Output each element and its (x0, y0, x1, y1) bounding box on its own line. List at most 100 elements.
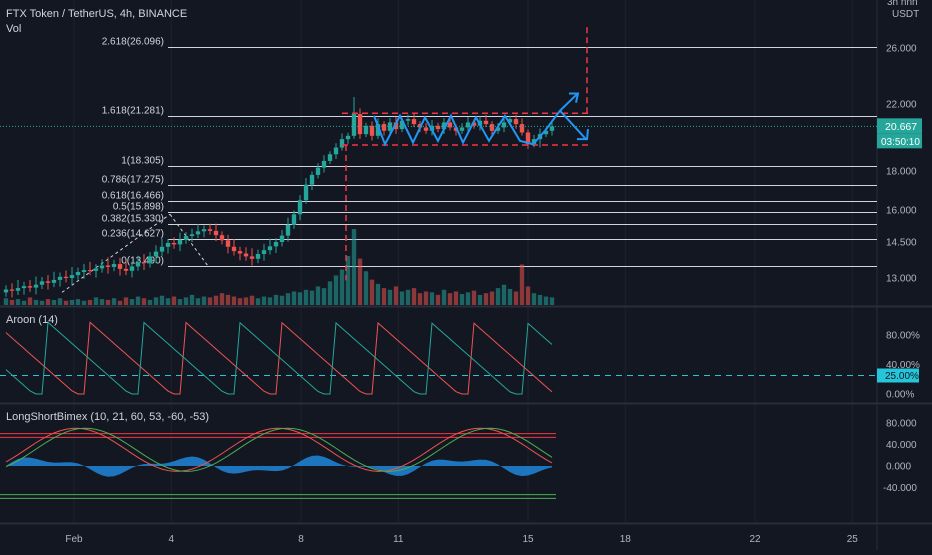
volume-bar (363, 271, 369, 305)
volume-bar (39, 300, 45, 305)
time-tick-label: Feb (65, 534, 83, 545)
fib-level-label: 0.618(16.466) (102, 191, 164, 202)
fib-level-label: 0(13.490) (121, 256, 164, 267)
candle-body (249, 256, 255, 259)
candle-body (459, 127, 465, 131)
aroon-legend[interactable]: Aroon (14) (6, 314, 58, 326)
zigzag-pattern (373, 93, 578, 147)
candle-body (333, 147, 339, 155)
symbol-title[interactable]: FTX Token / TetherUS, 4h, BINANCE (6, 8, 188, 20)
candle-body (75, 272, 81, 276)
candle-body (105, 265, 111, 267)
volume-bar (525, 286, 531, 305)
candle-body (309, 174, 315, 185)
price-tag-box (877, 118, 922, 134)
time-tick-label: 22 (749, 534, 761, 545)
volume-bar (441, 289, 447, 305)
current-price-label: 20.667 (885, 121, 917, 133)
volume-bar (291, 291, 297, 305)
lsb-red-line (5, 427, 553, 472)
volume-bar (285, 293, 291, 305)
candle-body (357, 114, 363, 135)
volume-bar (183, 297, 189, 305)
volume-bar (213, 295, 219, 305)
volume-bar (471, 290, 477, 305)
volume-bar (129, 299, 135, 305)
aroon-level-tag (877, 368, 919, 383)
time-tick-label: 11 (393, 534, 404, 545)
candle-body (3, 289, 9, 293)
countdown-box (877, 133, 922, 149)
candle-body (441, 122, 447, 130)
volume-bar (495, 288, 501, 305)
volume-bar (261, 296, 267, 305)
candle-body (303, 184, 309, 201)
price-tick-label: 18.000 (886, 167, 917, 178)
volume-bar (375, 283, 381, 305)
countdown-label: 03:50:10 (881, 137, 920, 148)
candle-body (501, 122, 507, 128)
volume-bar (303, 289, 309, 305)
price-tick-label: 14.500 (886, 238, 917, 249)
volume-bar (33, 299, 39, 305)
volume-bar (327, 281, 333, 305)
volume-bar (93, 297, 99, 305)
candle-body (57, 276, 63, 280)
fib-trend-line (169, 213, 209, 267)
lsb-legend[interactable]: LongShortBimex (10, 21, 60, 53, -60, -53… (6, 411, 210, 423)
pattern-drawings[interactable] (342, 25, 592, 281)
candle-body (369, 125, 375, 136)
arrow-up-head (569, 92, 580, 103)
volume-bar (519, 264, 525, 305)
volume-bar (447, 293, 453, 305)
candle-body (51, 279, 57, 283)
time-tick-label: 15 (522, 534, 534, 545)
volume-bar (321, 288, 327, 305)
candle-body (177, 239, 183, 245)
volume-bar (297, 292, 303, 305)
volume-bar (15, 299, 21, 305)
volume-bar (243, 297, 249, 305)
price-tick-label: 26.000 (886, 44, 917, 55)
candle-body (45, 281, 51, 283)
candle-body (123, 268, 129, 271)
volume-bar (507, 288, 513, 305)
candle-body (93, 268, 99, 271)
volume-bar (309, 290, 315, 305)
volume-bar (111, 298, 117, 305)
fibonacci-retracement[interactable]: 2.618(26.096) 1.618(21.281) 1(18.305) 0.786… (61, 37, 877, 293)
volume-bar (483, 293, 489, 305)
candle-body (63, 276, 69, 278)
volume-bar (423, 291, 429, 305)
volume-bar (177, 299, 183, 305)
candle-body (255, 254, 261, 259)
volume-bar (435, 294, 441, 305)
volume-bar (465, 292, 471, 305)
price-axes: 13.000 14.500 16.000 18.000 22.000 26.000 20.6… (0, 44, 922, 494)
volume-legend[interactable]: Vol (6, 23, 22, 35)
volume-bar (105, 299, 111, 305)
volume-bar (117, 300, 123, 305)
volume-bar (171, 296, 177, 305)
volume-bar (459, 294, 465, 305)
volume-bar (417, 293, 423, 305)
aroon-indicator (0, 321, 877, 395)
time-tick-label: 18 (620, 534, 632, 545)
candle-body (153, 251, 159, 257)
volume-bar (207, 297, 213, 305)
volume-bar (531, 293, 537, 305)
candle-body (225, 240, 231, 247)
volume-bar (21, 300, 27, 305)
volume-bar (513, 291, 519, 305)
candle-body (201, 229, 207, 232)
currency-label[interactable]: USDT (892, 9, 920, 20)
volume-bar (231, 296, 237, 305)
candle-body (273, 242, 279, 247)
volume-bar (57, 298, 63, 305)
volume-bar (141, 298, 147, 305)
candle-body (243, 253, 249, 257)
volume-bar (75, 299, 81, 305)
volume-bar (219, 293, 225, 305)
